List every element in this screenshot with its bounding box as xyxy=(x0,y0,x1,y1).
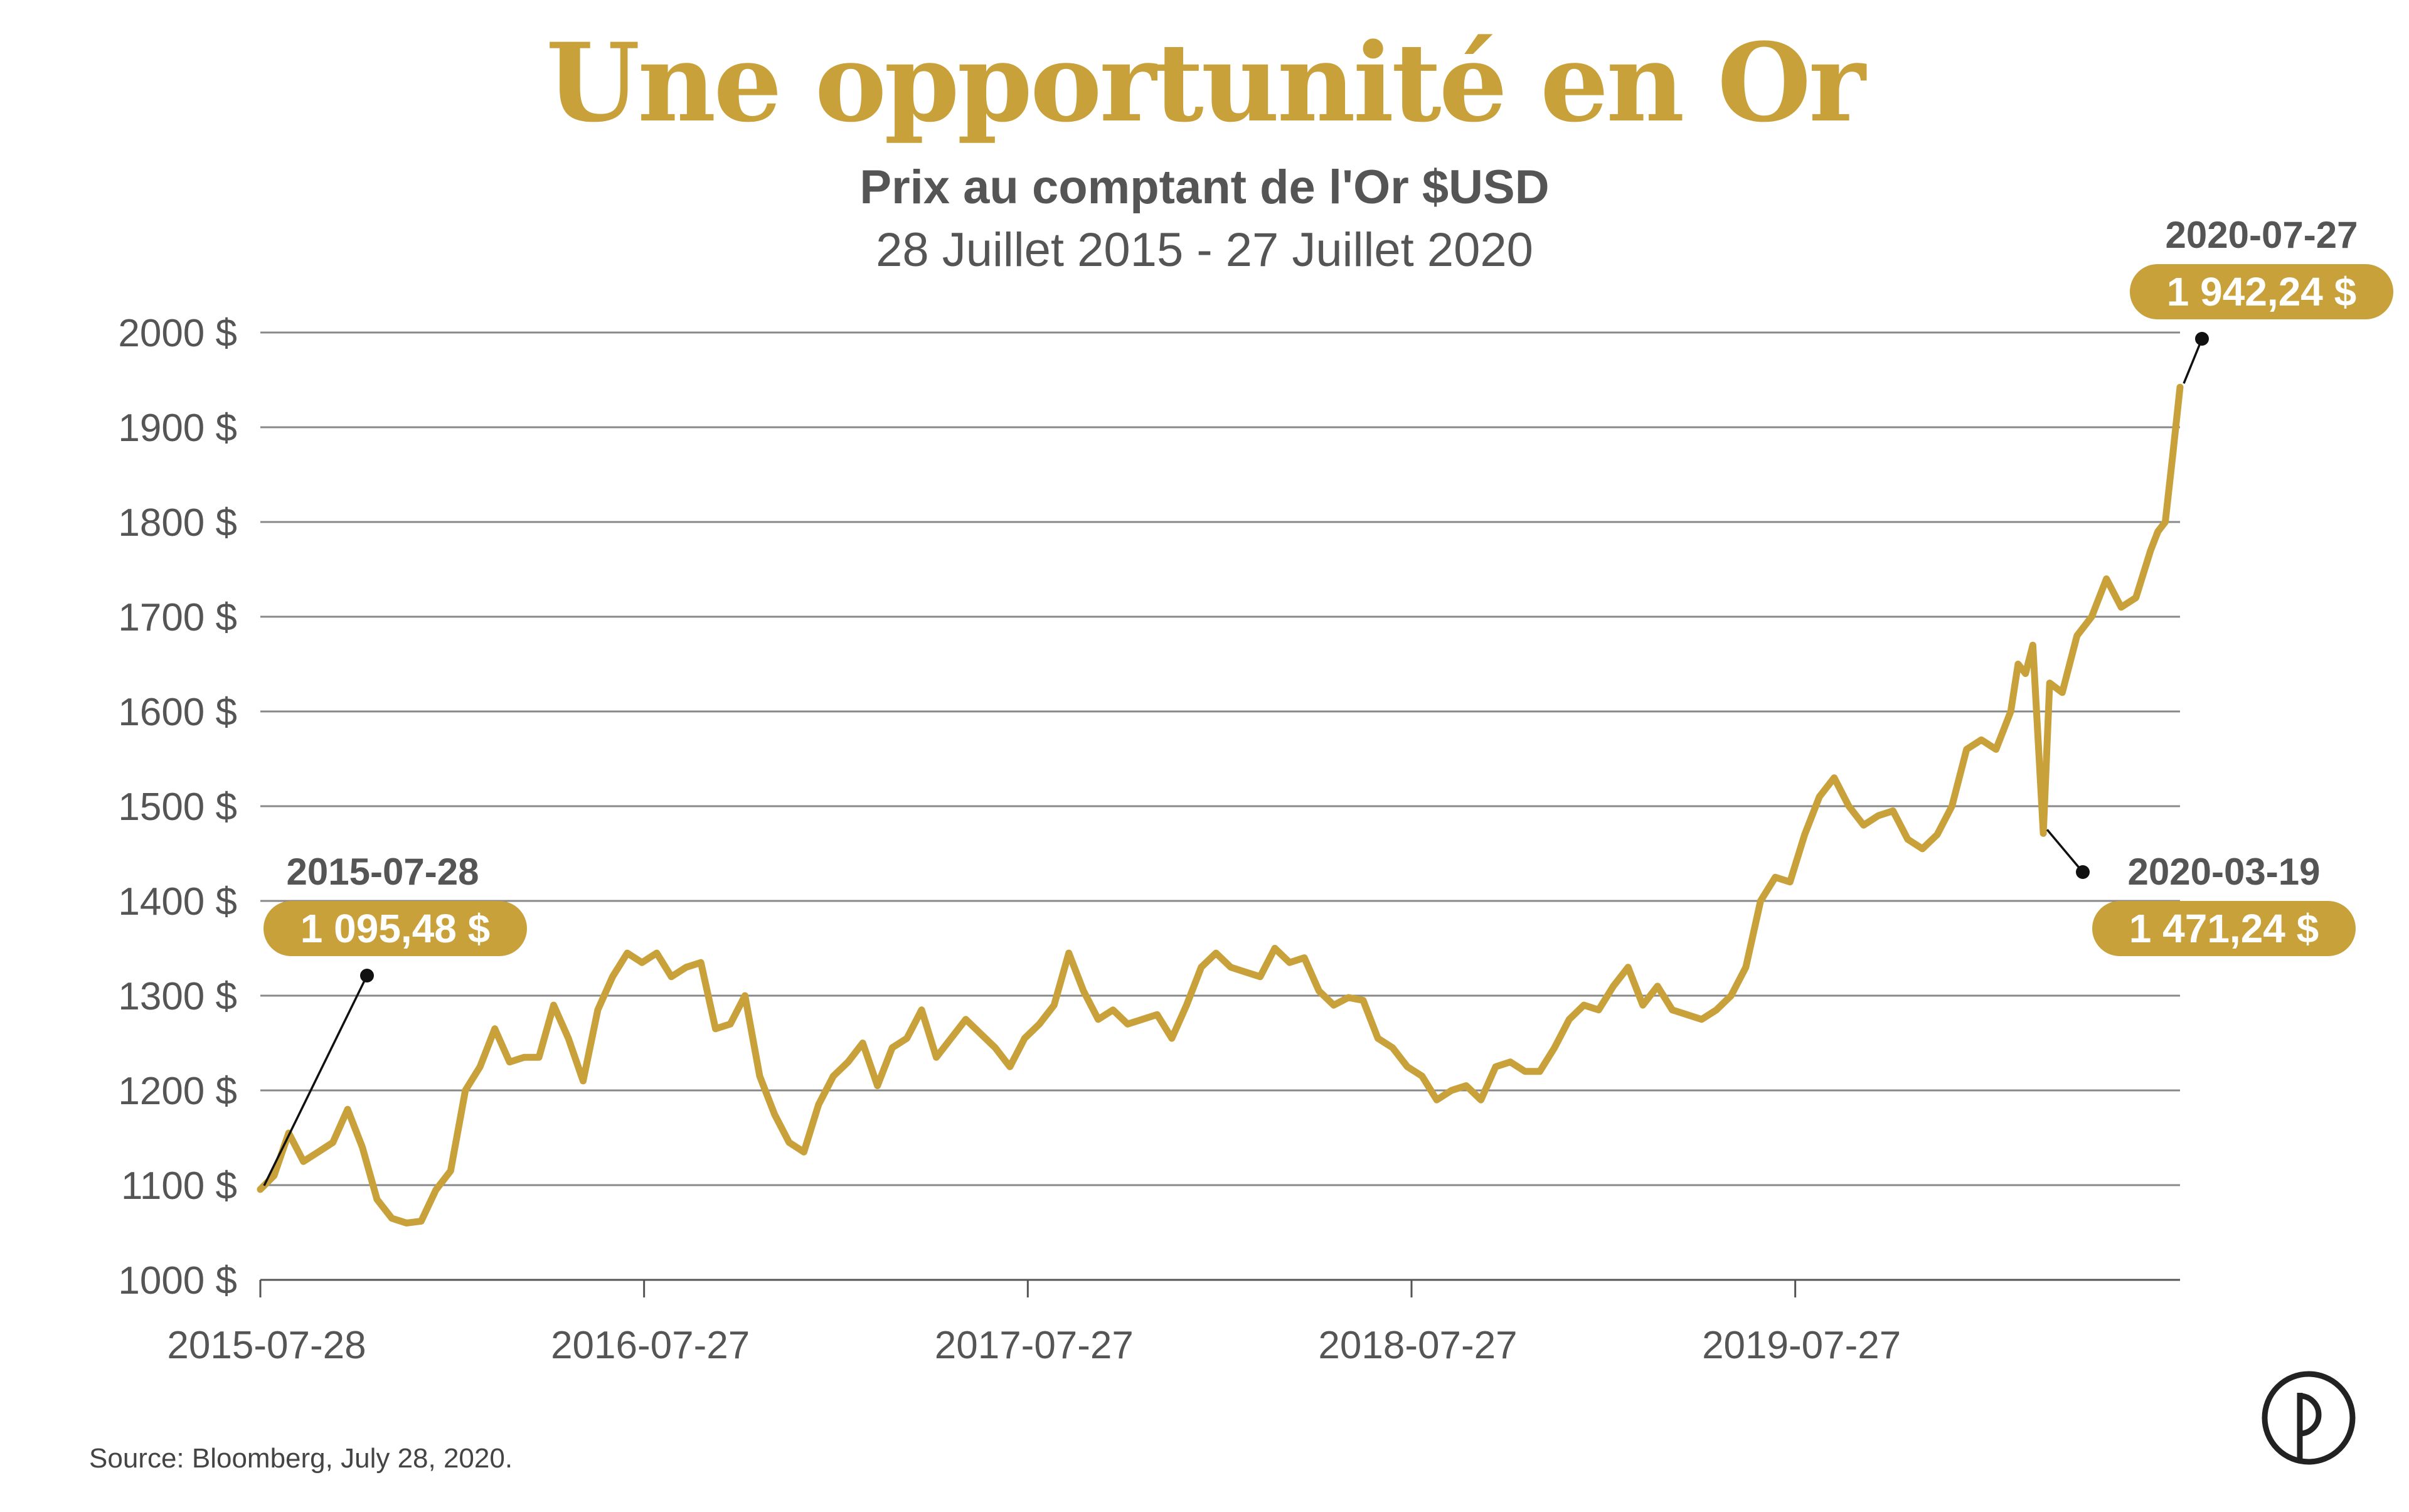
price-series-line xyxy=(257,383,2184,1227)
y-tick-label: 1900 $ xyxy=(118,407,237,450)
y-tick-label: 1600 $ xyxy=(118,691,237,734)
y-tick-label: 2000 $ xyxy=(118,312,237,355)
annotation-dot-low xyxy=(2076,865,2090,879)
annotation-dot-start xyxy=(360,969,374,982)
x-tick-label: 2017-07-27 xyxy=(935,1324,1134,1367)
x-tick-label: 2016-07-27 xyxy=(551,1324,750,1367)
y-tick-label: 1800 $ xyxy=(118,501,237,545)
y-tick-label: 1300 $ xyxy=(118,975,237,1018)
annotation-pill-low xyxy=(2092,901,2356,956)
x-tick-label: 2019-07-27 xyxy=(1702,1324,1901,1367)
chart-title: Une opportunité en Or xyxy=(546,19,1865,146)
y-tick-label: 1700 $ xyxy=(118,596,237,639)
annotation-date-low: 2020-03-19 xyxy=(2128,851,2321,893)
x-tick-label: 2015-07-28 xyxy=(167,1324,366,1367)
x-tick-label: 2018-07-27 xyxy=(1318,1324,1517,1367)
y-tick-label: 1000 $ xyxy=(118,1259,237,1302)
annotation-pill-end xyxy=(2130,264,2393,319)
annotation-dot-end xyxy=(2195,332,2209,346)
annotation-leader-start xyxy=(263,975,368,1186)
chart-subtitle: Prix au comptant de l'Or $USD xyxy=(859,161,1550,214)
source-note: Source: Bloomberg, July 28, 2020. xyxy=(89,1443,513,1474)
annotation-pill-start xyxy=(263,901,527,956)
y-tick-label: 1100 $ xyxy=(121,1164,237,1208)
annotation-date-start: 2015-07-28 xyxy=(287,851,479,893)
annotation-leader-low xyxy=(2046,829,2084,873)
date-range: 28 Juillet 2015 - 27 Juillet 2020 xyxy=(876,223,1533,277)
y-tick-label: 1400 $ xyxy=(118,880,237,924)
annotation-date-end: 2020-07-27 xyxy=(2166,214,2358,256)
y-tick-label: 1500 $ xyxy=(118,785,237,829)
annotation-value-low: 1 471,24 $ xyxy=(2129,906,2319,951)
logo-icon xyxy=(2262,1371,2356,1465)
y-tick-label: 1200 $ xyxy=(118,1070,237,1113)
annotation-leader-end xyxy=(2183,338,2203,384)
annotation-value-start: 1 095,48 $ xyxy=(300,906,491,951)
annotation-value-end: 1 942,24 $ xyxy=(2167,269,2357,314)
